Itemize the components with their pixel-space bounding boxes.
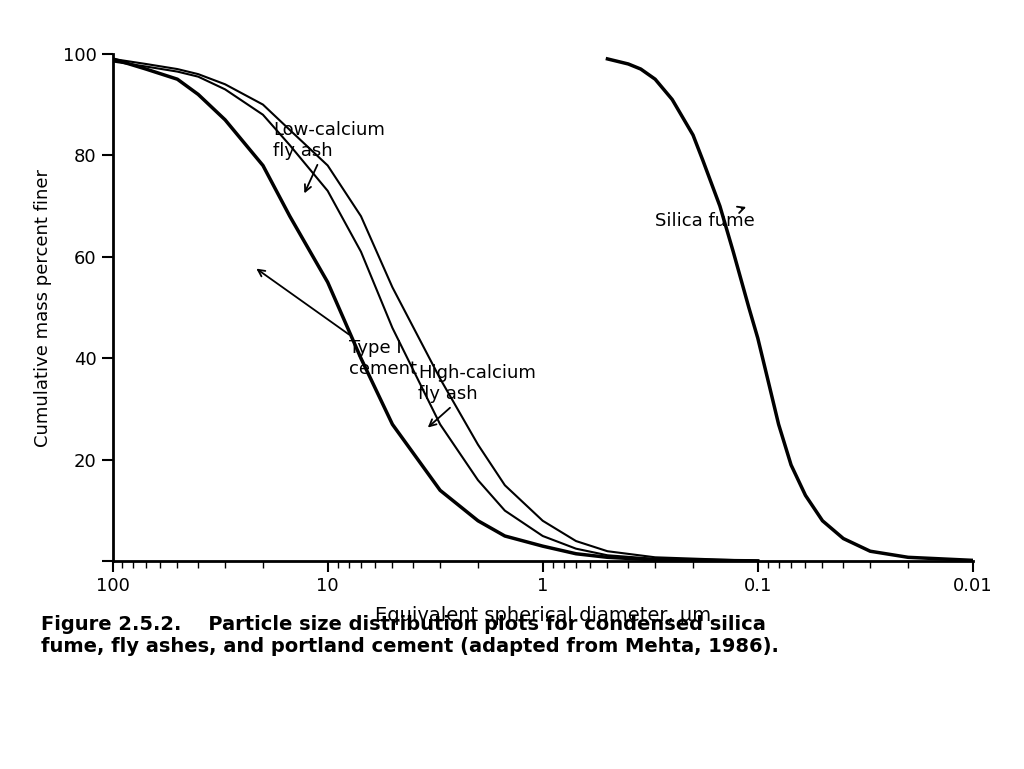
Text: Type I
cement: Type I cement <box>258 270 417 378</box>
Y-axis label: Cumulative mass percent finer: Cumulative mass percent finer <box>34 168 51 447</box>
Text: Figure 2.5.2.    Particle size distribution plots for condensed silica
fume, fly: Figure 2.5.2. Particle size distribution… <box>41 615 779 656</box>
Text: Low-calcium
fly ash: Low-calcium fly ash <box>272 121 385 191</box>
Text: Silica fume: Silica fume <box>655 207 755 231</box>
Text: High-calcium
fly ash: High-calcium fly ash <box>418 365 536 426</box>
X-axis label: Equivalent spherical diameter, μm: Equivalent spherical diameter, μm <box>375 607 711 625</box>
